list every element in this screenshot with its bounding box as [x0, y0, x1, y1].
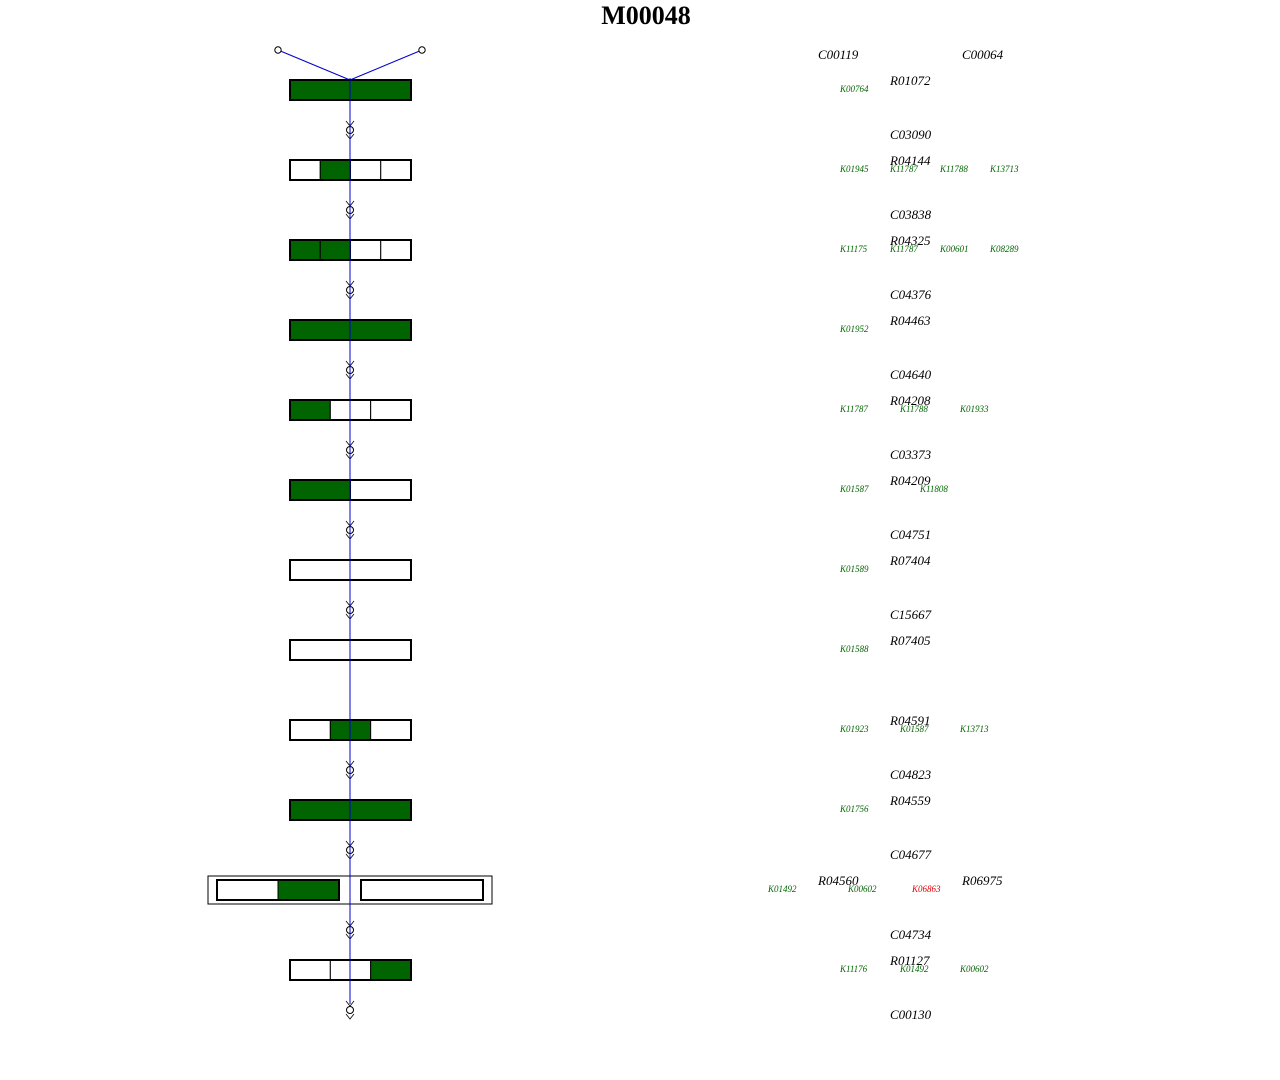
ortholog-label: K00601: [940, 244, 969, 254]
reaction-label: R01127: [890, 953, 930, 968]
ortholog-label: K01756: [840, 804, 869, 814]
ortholog-label: K01923: [840, 724, 869, 734]
compound-label: C04376: [890, 287, 932, 302]
ortholog-label: K01589: [840, 564, 869, 574]
ortholog-label: K13713: [990, 164, 1019, 174]
ortholog-label: K00602: [960, 964, 989, 974]
reaction-label: R04560: [818, 873, 859, 888]
compound-label: C04677: [890, 847, 932, 862]
branch-edge-left: [277, 49, 351, 81]
ortholog-segment: [289, 399, 331, 421]
ortholog-segment: [319, 239, 351, 261]
compound-label: C03838: [890, 207, 932, 222]
ortholog-segment: [289, 959, 331, 981]
ortholog-label: K00764: [840, 84, 869, 94]
compound-label: C00064: [962, 47, 1004, 62]
ortholog-label: K13713: [960, 724, 989, 734]
reaction-label: R07405: [890, 633, 931, 648]
reaction-label: R04144: [890, 153, 931, 168]
arrow-head: [345, 1000, 355, 1007]
ortholog-segment: [289, 239, 321, 261]
ortholog-segment: [289, 159, 321, 181]
ortholog-segment: [370, 959, 412, 981]
ortholog-label: K01945: [840, 164, 869, 174]
reaction-box-alt: [360, 879, 484, 901]
ortholog-label: K01492: [900, 964, 929, 974]
ortholog-segment: [216, 879, 279, 901]
ortholog-label: K11176: [840, 964, 868, 974]
ortholog-label: K01952: [840, 324, 869, 334]
ortholog-label: K01587: [840, 484, 869, 494]
compound-label: C15667: [890, 607, 932, 622]
ortholog-label: K01588: [840, 644, 869, 654]
branch-edge-right: [349, 49, 423, 81]
compound-label: C04734: [890, 927, 932, 942]
reaction-label: R04209: [890, 473, 931, 488]
ortholog-label: K11175: [840, 244, 868, 254]
ortholog-segment: [289, 719, 331, 741]
start-node-right: [418, 46, 426, 54]
ortholog-segment: [350, 239, 382, 261]
module-title: M00048: [601, 1, 691, 30]
ortholog-segment: [277, 879, 340, 901]
reaction-label: R04325: [890, 233, 931, 248]
ortholog-segment: [370, 719, 412, 741]
ortholog-label: K00602: [848, 884, 877, 894]
compound-node: [346, 1006, 354, 1014]
reaction-label: R01072: [890, 73, 931, 88]
ortholog-label: K11788: [900, 404, 928, 414]
ortholog-segment: [289, 479, 351, 501]
reaction-label: R04559: [890, 793, 931, 808]
ortholog-segment: [350, 159, 382, 181]
ortholog-segment: [380, 159, 412, 181]
ortholog-segment: [319, 159, 351, 181]
ortholog-segment: [370, 399, 412, 421]
ortholog-label: K06863: [912, 884, 941, 894]
ortholog-label: K11787: [840, 404, 868, 414]
compound-label: C04823: [890, 767, 932, 782]
reaction-label: R04463: [890, 313, 931, 328]
compound-label: C04640: [890, 367, 932, 382]
ortholog-label: K11787: [890, 244, 918, 254]
ortholog-label: K11788: [940, 164, 968, 174]
ortholog-label: K01587: [900, 724, 929, 734]
compound-label: C00119: [818, 47, 859, 62]
reaction-box: [216, 879, 340, 901]
ortholog-label: K11808: [920, 484, 948, 494]
reaction-label: R06975: [962, 873, 1003, 888]
reaction-label: R07404: [890, 553, 931, 568]
compound-label: C03373: [890, 447, 932, 462]
reaction-label: R04208: [890, 393, 931, 408]
reaction-label: R04591: [890, 713, 931, 728]
start-node-left: [274, 46, 282, 54]
arrow-tail: [345, 1013, 355, 1020]
ortholog-segment: [380, 239, 412, 261]
compound-label: C03090: [890, 127, 932, 142]
ortholog-label: K01933: [960, 404, 989, 414]
ortholog-label: K08289: [990, 244, 1019, 254]
ortholog-label: K11787: [890, 164, 918, 174]
compound-label: C00130: [890, 1007, 932, 1022]
ortholog-segment: [350, 479, 412, 501]
ortholog-label: K01492: [768, 884, 797, 894]
compound-label: C04751: [890, 527, 932, 542]
